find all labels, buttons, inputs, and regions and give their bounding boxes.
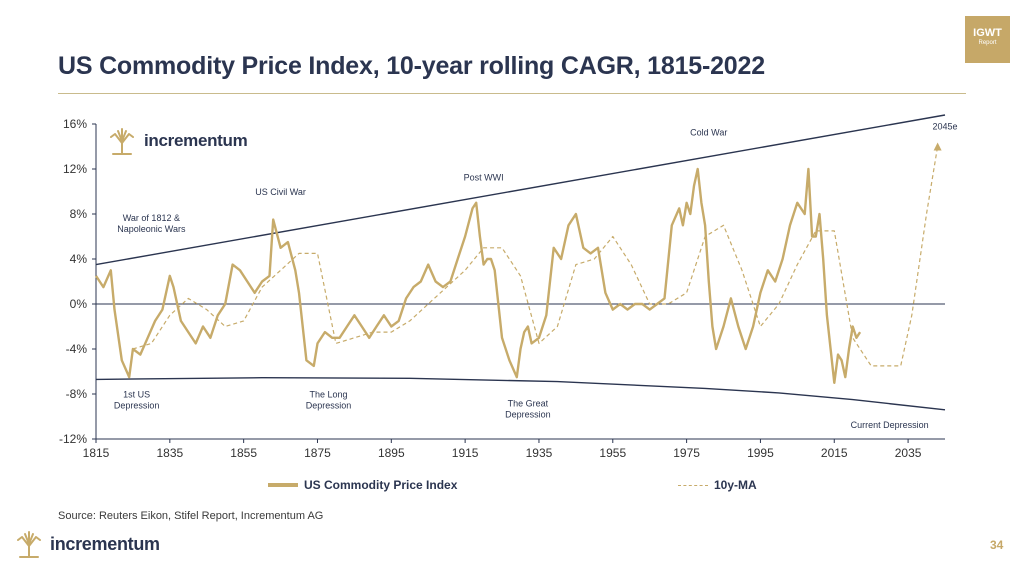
- series-line-commodity-index: [94, 167, 862, 384]
- upper-trend-line: [95, 114, 946, 266]
- chart-logo: incrementum: [108, 127, 248, 155]
- x-tick-label: 1995: [747, 446, 774, 460]
- tree-logo-icon: [17, 531, 41, 558]
- x-tick-label: 1835: [156, 446, 183, 460]
- legend-dashed-swatch: [678, 484, 708, 486]
- y-tick-label: 4%: [70, 252, 88, 266]
- y-tick-label: 0%: [70, 297, 88, 311]
- x-tick-label: 1815: [83, 446, 110, 460]
- igwt-report-badge: IGWT Report: [965, 16, 1010, 63]
- badge-subtitle: Report: [978, 40, 997, 46]
- y-tick-label: 8%: [70, 207, 88, 221]
- chart-annotation: Cold War: [690, 127, 727, 137]
- commodity-price-chart: -12% -8% -4% 0% 4% 8% 12% 16% 1815 1835 1855 1875 18…: [59, 114, 958, 460]
- chart-annotation: The Long Depression: [306, 389, 352, 410]
- source-note: Source: Reuters Eikon, Stifel Report, In…: [58, 510, 324, 522]
- badge-title: IGWT: [973, 27, 1002, 39]
- legend-label-commodity: US Commodity Price Index: [304, 478, 458, 492]
- x-tick-label: 1875: [304, 446, 331, 460]
- footer-logo-text: incrementum: [50, 533, 160, 554]
- x-tick-label: 1855: [230, 446, 257, 460]
- y-tick-label: -4%: [66, 342, 88, 356]
- chart-annotation: 1st US Depression: [114, 389, 160, 410]
- chart-annotation: 2045e: [932, 122, 957, 132]
- x-tick-label: 1935: [526, 446, 553, 460]
- page-title: US Commodity Price Index, 10-year rollin…: [58, 52, 765, 80]
- chart-annotation: US Civil War: [255, 187, 306, 197]
- legend-label-10y-ma: 10y-MA: [714, 478, 757, 492]
- x-tick-label: 1915: [452, 446, 479, 460]
- lower-trend-line: [95, 376, 946, 411]
- x-tick-label: 1955: [599, 446, 626, 460]
- footer-logo: incrementum: [14, 530, 160, 558]
- chart-legend: US Commodity Price Index 10y-MA: [0, 478, 1024, 494]
- chart-annotation: The Great Depression: [505, 398, 551, 419]
- legend-item-commodity: US Commodity Price Index: [268, 478, 457, 492]
- tree-logo-icon: [110, 128, 134, 155]
- chart-annotation: Current Depression: [851, 420, 929, 430]
- x-tick-label: 2035: [895, 446, 922, 460]
- y-tick-label: 12%: [63, 162, 87, 176]
- x-tick-label: 2015: [821, 446, 848, 460]
- legend-solid-swatch: [268, 483, 298, 487]
- x-tick-label: 1895: [378, 446, 405, 460]
- chart-annotation: War of 1812 & Napoleonic Wars: [117, 213, 186, 234]
- y-tick-label: -12%: [59, 432, 87, 446]
- y-tick-label: -8%: [66, 387, 88, 401]
- title-divider: [58, 93, 966, 94]
- chart-logo-text: incrementum: [144, 131, 248, 150]
- y-tick-label: 16%: [63, 117, 87, 131]
- page-number: 34: [990, 538, 1004, 552]
- x-tick-label: 1975: [673, 446, 700, 460]
- forecast-arrowhead: [933, 142, 942, 151]
- chart-annotation: Post WWI: [464, 172, 504, 182]
- series-line-10y-ma: [132, 146, 939, 367]
- legend-item-10y-ma: 10y-MA: [678, 478, 757, 492]
